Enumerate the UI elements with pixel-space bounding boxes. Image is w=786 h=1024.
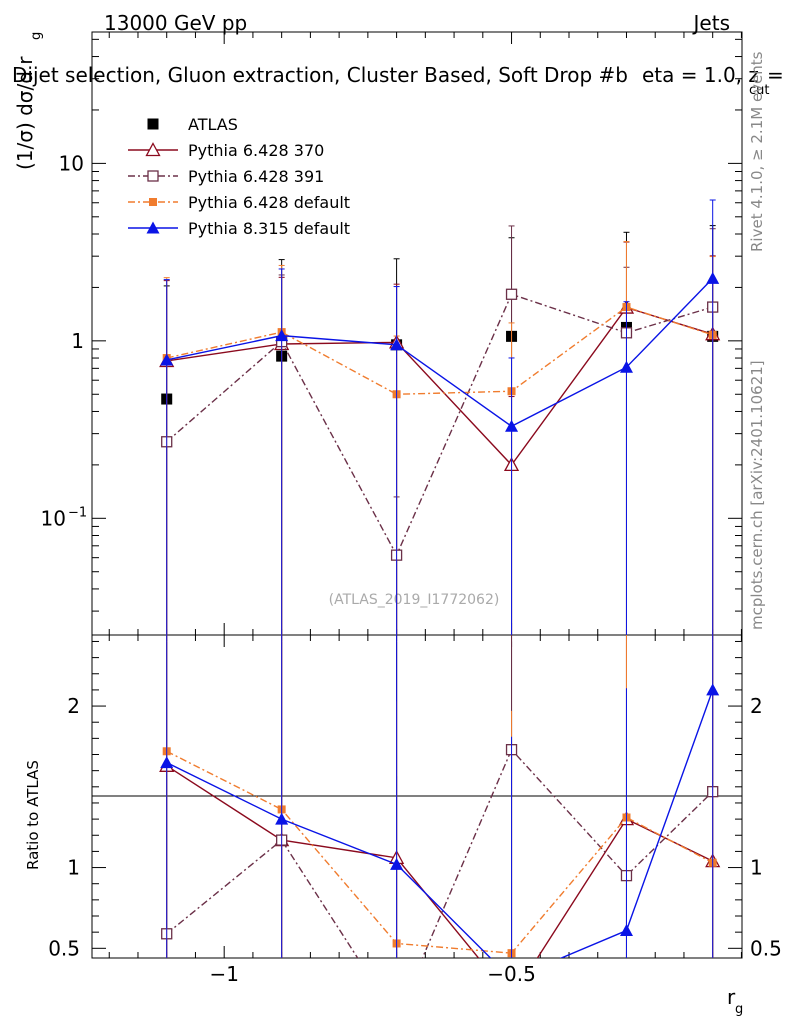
- plot-title-sub: cut: [749, 83, 769, 98]
- ratio-point: [160, 756, 174, 769]
- main-plot-area: [159, 199, 721, 635]
- legend: ATLAS Pythia 6.428 370 Pythia 6.428 391 Pyt…: [128, 115, 350, 238]
- data-point: [160, 353, 174, 366]
- plot-title: Dijet selection, Gluon extraction, Clust…: [12, 63, 628, 87]
- legend-marker: [147, 170, 159, 182]
- ratio-series-py391: [161, 635, 719, 1023]
- series-data: [161, 225, 719, 635]
- ratio-point: [505, 992, 518, 1004]
- ratio-point: [392, 1013, 402, 1023]
- energy-label: 13000 GeV pp: [104, 11, 247, 35]
- legend-entry-py8def: Pythia 8.315 default: [128, 219, 350, 238]
- plot-title-main: Dijet selection, Gluon extraction, Clust…: [12, 63, 628, 87]
- ratio-plot-area: [159, 635, 721, 1023]
- y-axis-title: (1/σ) dσ/d r g: [13, 32, 44, 170]
- series-py370: [159, 241, 721, 635]
- data-point: [275, 329, 289, 342]
- data-point: [619, 360, 633, 373]
- ratio-y-tick-label: 2: [67, 694, 80, 718]
- legend-marker: [145, 142, 161, 157]
- series-line: [166, 293, 713, 557]
- svg-text:r: r: [727, 985, 736, 1009]
- svg-text:g: g: [735, 1002, 743, 1017]
- ratio-y-tick-label: 1: [67, 856, 80, 880]
- legend-label: Pythia 6.428 391: [188, 167, 324, 186]
- ratio-point: [390, 857, 404, 870]
- ratio-y-tick-label: 0.5: [48, 936, 80, 960]
- legend-marker: [149, 198, 157, 206]
- ratio-point: [706, 683, 720, 696]
- y-tick-label: 10: [41, 506, 66, 530]
- ratio-line: [166, 765, 713, 958]
- series-py8def: [160, 199, 720, 635]
- y-tick-label: 10: [59, 151, 84, 175]
- svg-text:g: g: [29, 32, 44, 40]
- series-line: [166, 277, 714, 428]
- ratio-line: [166, 750, 714, 954]
- y-tick-label-exponent: −1: [68, 505, 87, 520]
- series-py6def: [162, 241, 717, 635]
- data-point: [505, 288, 518, 300]
- x-tick-label: −0.5: [487, 962, 536, 986]
- ratio-point: [619, 924, 633, 937]
- ratio-point: [275, 812, 289, 825]
- series-line: [166, 306, 713, 395]
- process-label: Jets: [692, 11, 730, 35]
- ratio-series-py370: [159, 635, 721, 1004]
- y-tick-label: 1: [71, 329, 84, 353]
- legend-marker: [147, 118, 159, 130]
- ratio-y-tick-label: 0.5: [750, 936, 782, 960]
- data-point: [390, 338, 404, 351]
- mcplots-label: mcplots.cern.ch [arXiv:2401.10621]: [748, 360, 766, 630]
- plot-title-end: =: [767, 63, 784, 87]
- legend-label: ATLAS: [188, 115, 238, 134]
- legend-entry-py6def: Pythia 6.428 default: [128, 193, 350, 212]
- x-tick-label: −1: [209, 962, 238, 986]
- ratio-y-tick-label: 1: [750, 856, 763, 880]
- data-point: [505, 419, 519, 432]
- rivet-label: Rivet 4.1.0, ≥ 2.1M events: [748, 51, 766, 252]
- legend-label: Pythia 6.428 default: [188, 193, 350, 212]
- plot-title-suffix: eta = 1.0, z: [642, 63, 759, 87]
- legend-entry-py370: Pythia 6.428 370: [128, 141, 324, 160]
- data-point: [706, 271, 720, 284]
- svg-text:(1/σ) dσ/d r: (1/σ) dσ/d r: [13, 56, 37, 170]
- legend-label: Pythia 8.315 default: [188, 219, 350, 238]
- legend-entry-data: ATLAS: [147, 115, 238, 134]
- legend-label: Pythia 6.428 370: [188, 141, 324, 160]
- ratio-series-data: [166, 641, 714, 958]
- series-py391: [161, 225, 719, 635]
- ratio-axis-title: Ratio to ATLAS: [24, 760, 42, 870]
- ratio-line: [166, 689, 714, 958]
- legend-marker: [146, 221, 160, 234]
- ratio-y-tick-label: 2: [750, 694, 763, 718]
- analysis-watermark: (ATLAS_2019_I1772062): [329, 592, 500, 608]
- legend-entry-py391: Pythia 6.428 391: [128, 167, 324, 186]
- ratio-line: [166, 748, 714, 958]
- ratio-series-py8def: [160, 635, 720, 958]
- x-axis-title: r g: [727, 985, 743, 1017]
